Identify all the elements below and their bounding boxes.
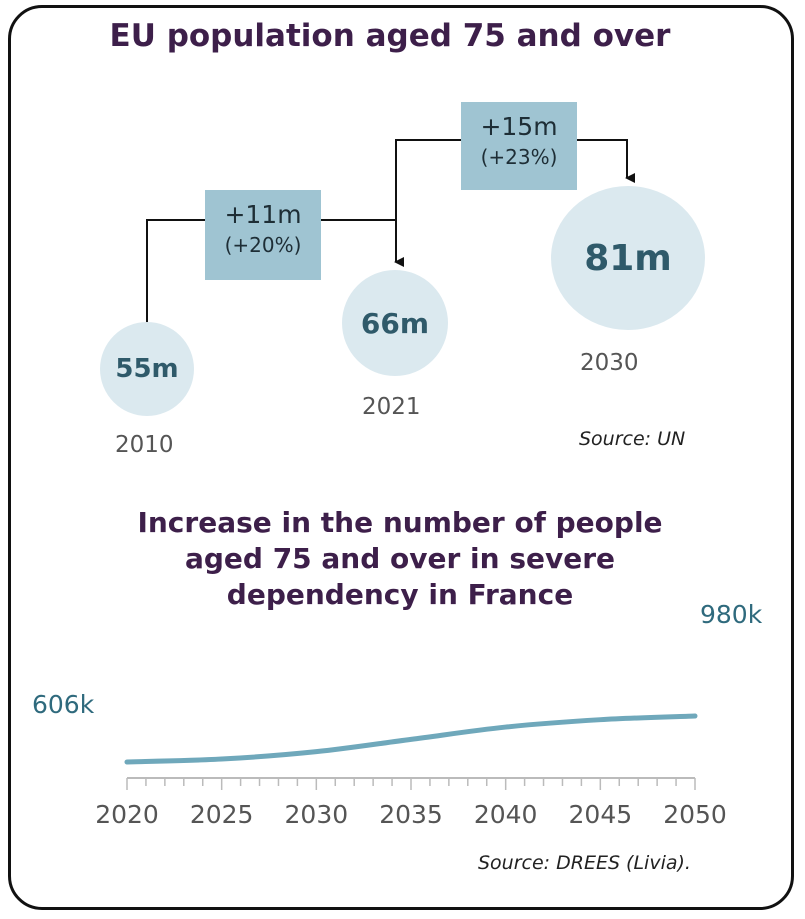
eu-chart-title: EU population aged 75 and over [109,18,671,54]
x-tick-label: 2045 [568,800,633,829]
x-tick-label: 2030 [284,800,349,829]
infographic-frame [8,5,794,910]
source-drees: Source: DREES (Livia). [478,852,691,874]
x-tick-label: 2040 [473,800,538,829]
change-percent: (+20%) [224,233,302,257]
change-percent: (+23%) [480,145,558,169]
change-amount: +15m [480,112,558,141]
change-box-2021-2030: +15m (+23%) [461,102,577,190]
end-value-label: 980k [700,600,763,629]
france-line-chart [124,713,698,790]
year-label-2010: 2010 [115,432,174,458]
series-line [124,713,698,765]
x-tick-label: 2035 [379,800,443,829]
x-tick-label: 2020 [95,800,159,829]
bubble-2021: 66m [342,270,448,376]
bubble-value: 81m [584,237,672,279]
bubble-value: 55m [115,354,179,384]
bubble-2010: 55m [100,322,194,416]
bubble-value: 66m [360,306,430,340]
year-label-2021: 2021 [362,394,421,420]
france-chart-title: Increase in the number of people aged 75… [137,506,663,611]
change-box-2010-2021: +11m (+20%) [205,190,321,280]
bubble-2030: 81m [551,186,705,330]
x-tick-label: 2050 [663,800,727,829]
year-label-2030: 2030 [580,350,639,376]
source-un: Source: UN [579,428,686,450]
start-value-label: 606k [32,690,95,719]
x-tick-label: 2025 [189,800,254,829]
change-amount: +11m [224,200,302,229]
